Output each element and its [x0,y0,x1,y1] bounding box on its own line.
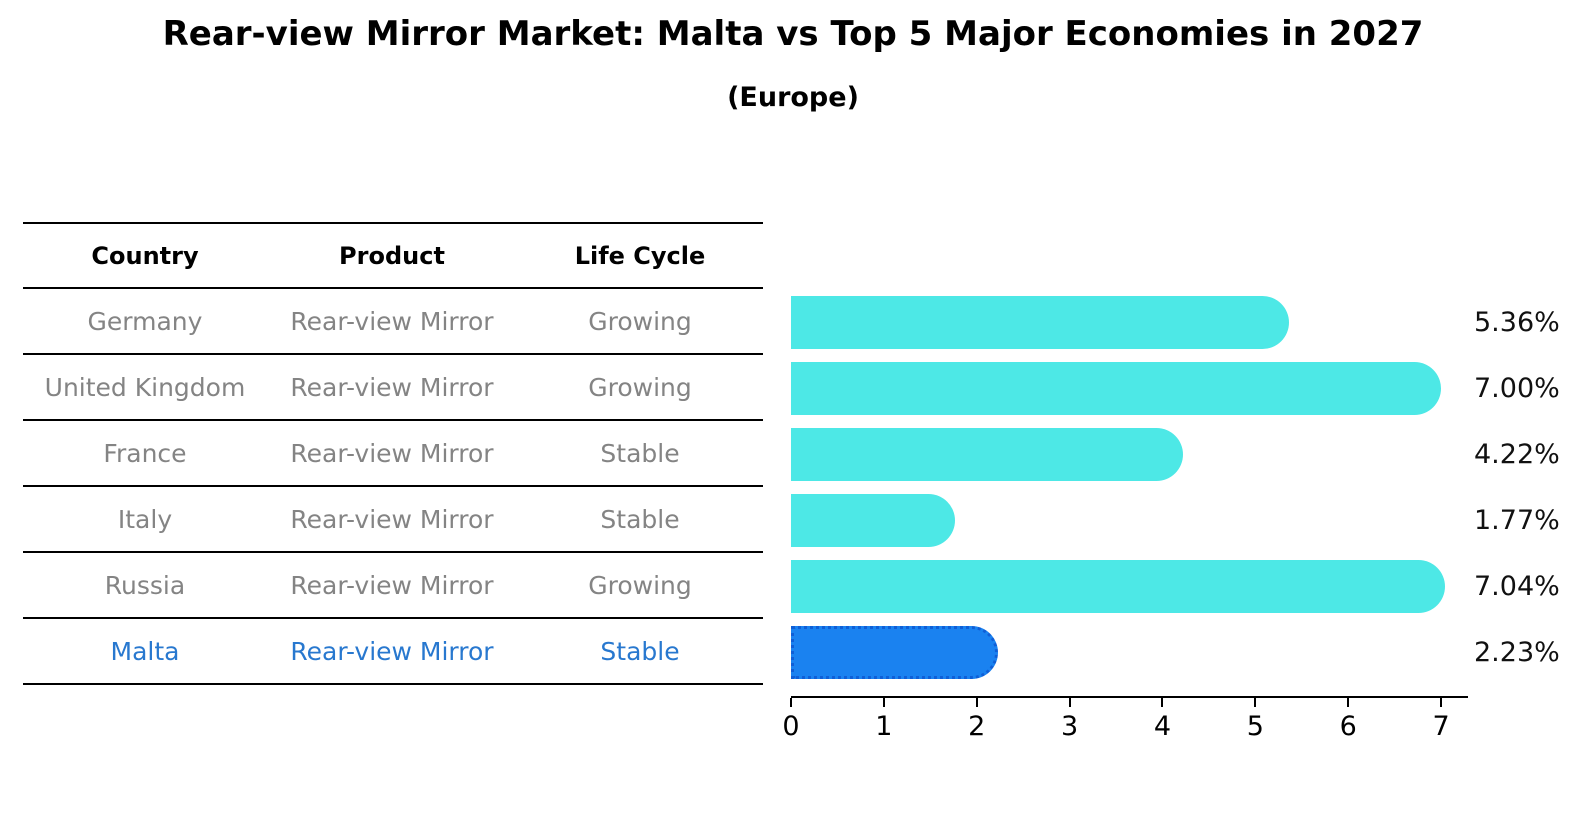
x-axis: 0 1 2 3 4 5 6 7 [782,696,1468,746]
x-tick-label: 5 [1246,711,1264,742]
table-row: United Kingdom Rear-view Mirror Growing [23,355,763,421]
country-cell: Russia [104,570,186,600]
product-cell: Rear-view Mirror [290,504,494,534]
tick-mark [1068,698,1071,707]
bar-row [791,487,1468,553]
x-tick-label: 3 [1061,711,1079,742]
x-tick-label: 7 [1432,711,1450,742]
x-tick-label: 6 [1339,711,1357,742]
page-subtitle: (Europe) [727,82,859,113]
life-cycle-cell: Growing [588,372,692,402]
product-cell: Rear-view Mirror [290,570,494,600]
tick-mark [1347,698,1350,707]
life-cycle-cell: Stable [600,438,680,468]
value-label: 7.04% [1474,570,1560,602]
value-label: 7.00% [1474,372,1560,404]
bar [791,625,999,679]
tick-mark [975,698,978,707]
bar [791,493,956,547]
column-header-life-cycle: Life Cycle [574,241,706,270]
product-cell: Rear-view Mirror [290,372,494,402]
tick-mark [882,698,885,707]
table-header-row: Country Product Life Cycle [23,222,763,289]
column-header-product: Product [339,241,445,270]
country-cell: United Kingdom [44,372,246,402]
bar [791,427,1183,481]
country-cell: Italy [117,504,173,534]
table-row: Germany Rear-view Mirror Growing [23,289,763,355]
life-cycle-cell: Growing [588,570,692,600]
x-tick-label: 1 [875,711,893,742]
page-title: Rear-view Mirror Market: Malta vs Top 5 … [162,14,1424,54]
value-label: 1.77% [1474,504,1560,536]
tick-mark [1161,698,1164,707]
country-cell: Germany [87,306,203,336]
bar-chart [791,289,1468,685]
table-row: France Rear-view Mirror Stable [23,421,763,487]
bar-row [791,355,1468,421]
value-label: 2.23% [1474,636,1560,668]
tick-mark [1440,698,1443,707]
x-tick-label: 2 [968,711,986,742]
bar [791,559,1445,613]
life-cycle-cell: Growing [588,306,692,336]
country-cell: Malta [110,636,180,666]
table-row: Russia Rear-view Mirror Growing [23,553,763,619]
bar-row [791,421,1468,487]
value-label: 4.22% [1474,438,1560,470]
bar-row [791,289,1468,355]
bar [791,361,1442,415]
bar-row [791,619,1468,685]
product-cell: Rear-view Mirror [290,636,494,666]
country-cell: France [103,438,187,468]
column-header-country: Country [91,241,199,270]
table-row: Italy Rear-view Mirror Stable [23,487,763,553]
x-tick-label: 0 [782,711,800,742]
bar [791,295,1289,349]
table-row: Malta Rear-view Mirror Stable [23,619,763,685]
life-cycle-cell: Stable [600,636,680,666]
market-table: Country Product Life Cycle Germany Rear-… [23,222,763,685]
bar-row [791,553,1468,619]
product-cell: Rear-view Mirror [290,438,494,468]
x-tick-label: 4 [1153,711,1172,742]
tick-mark [790,698,792,707]
tick-mark [1254,698,1257,707]
value-label-column: 5.36% 7.00% 4.22% 1.77% 7.04% 2.23% [1474,289,1584,685]
value-label: 5.36% [1474,306,1560,338]
product-cell: Rear-view Mirror [290,306,494,336]
life-cycle-cell: Stable [600,504,680,534]
